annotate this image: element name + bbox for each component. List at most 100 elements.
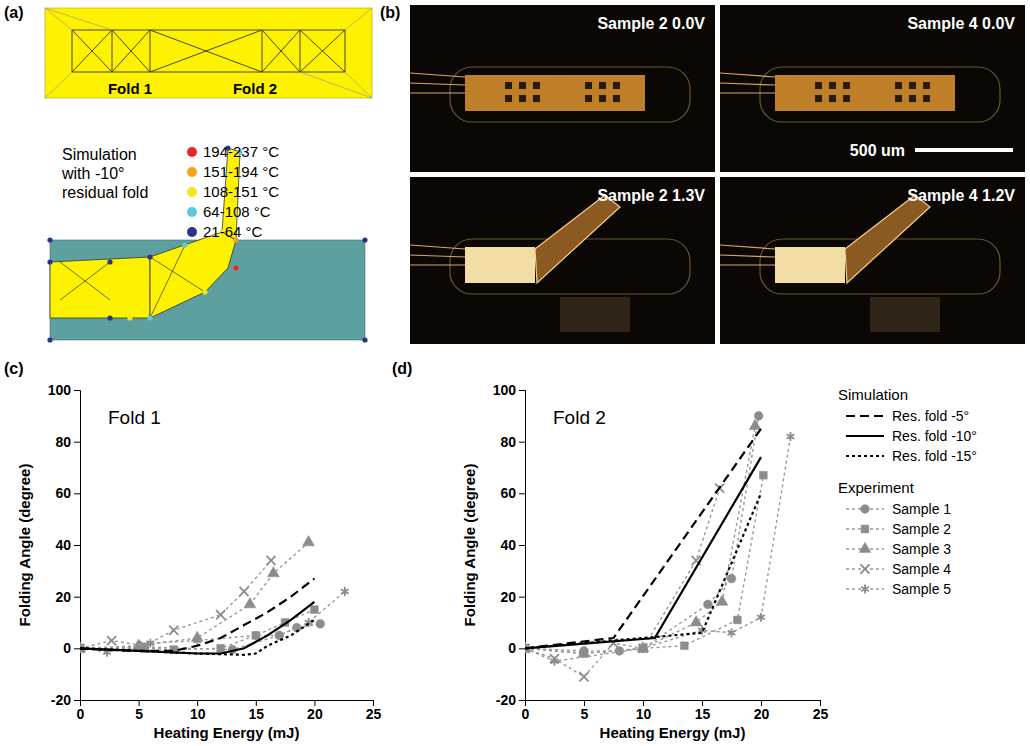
pad <box>613 95 620 102</box>
lead-wire <box>720 264 775 265</box>
x-tick: 5 <box>135 700 143 722</box>
temp-legend-dot <box>187 147 197 157</box>
temp-legend-dot <box>187 227 197 237</box>
x-tick-label: 10 <box>636 706 652 722</box>
data-point <box>749 419 761 429</box>
legend-swatch <box>846 415 884 417</box>
legend-swatch <box>846 455 884 457</box>
y-tick-mark <box>74 700 80 701</box>
pad <box>815 95 822 102</box>
lead-wire <box>410 73 465 77</box>
x-tick-label: 5 <box>581 706 589 722</box>
y-axis-title: Folding Angle (degree) <box>461 464 478 627</box>
y-tick-label: -20 <box>51 692 71 708</box>
data-point <box>551 657 559 666</box>
truss-line <box>150 30 151 72</box>
x-tick: 25 <box>813 700 829 722</box>
support-line <box>45 72 72 98</box>
y-tick: 20 <box>55 589 80 605</box>
legend-marker <box>861 525 869 533</box>
legend-swatch <box>846 435 884 437</box>
truss-line <box>150 245 185 318</box>
pad <box>585 95 592 102</box>
lead-wire <box>410 264 465 265</box>
legend-marker <box>861 585 869 594</box>
y-tick: -20 <box>496 692 525 708</box>
data-point <box>146 639 154 648</box>
x-tick-label: 25 <box>366 706 382 722</box>
lead-wire <box>410 245 465 249</box>
photo: Sample 4 1.2V <box>720 177 1025 344</box>
y-tick-label: 40 <box>55 537 71 553</box>
y-tick-label: 0 <box>508 640 516 656</box>
y-tick: 20 <box>500 589 525 605</box>
data-point <box>638 644 647 653</box>
x-tick-label: 20 <box>307 706 323 722</box>
experiment-line <box>525 437 791 662</box>
data-point <box>216 610 225 619</box>
y-tick: 0 <box>508 640 525 656</box>
sim-node <box>107 315 112 320</box>
data-point <box>578 647 590 657</box>
legend-label: Res. fold -5° <box>892 408 969 424</box>
figure: (a)(b)(c)(d)Fold 1Fold 2Simulationwith -… <box>0 0 1030 746</box>
photo-background <box>720 177 1025 344</box>
data-point <box>267 567 279 577</box>
data-point <box>240 587 249 596</box>
data-point <box>217 644 225 652</box>
photo-label: Sample 4 1.2V <box>907 187 1015 204</box>
experiment-line <box>525 475 763 653</box>
y-axis-line <box>74 391 81 701</box>
y-tick-mark <box>74 442 80 443</box>
legend-marker <box>860 564 869 573</box>
legend-group-title: Simulation <box>838 386 908 403</box>
sim-node <box>47 337 52 342</box>
y-axis: -20020406080100 <box>493 382 526 708</box>
photo: Sample 2 1.3V <box>410 177 715 344</box>
pad <box>599 95 606 102</box>
pad <box>613 82 620 89</box>
y-tick-mark <box>74 545 80 546</box>
legend-label: Sample 2 <box>892 521 951 537</box>
temp-legend-label: 151-194 °C <box>203 163 279 180</box>
film-sheet <box>45 8 372 98</box>
truss-line <box>150 30 262 72</box>
y-tick: 80 <box>500 434 525 450</box>
y-tick-label: 80 <box>500 434 516 450</box>
data-point <box>680 642 688 650</box>
data-point <box>757 613 765 622</box>
legend-label: Res. fold -10° <box>892 428 977 444</box>
y-tick-label: 60 <box>55 485 71 501</box>
data-point <box>727 574 736 583</box>
sim-node <box>362 237 367 242</box>
data-point <box>787 432 795 441</box>
legend-label: Sample 1 <box>892 501 951 517</box>
x-tick-label: 0 <box>77 706 85 722</box>
y-tick: 40 <box>55 537 80 553</box>
simulation-line <box>80 620 314 655</box>
x-tick-label: 15 <box>249 706 265 722</box>
legend-label: Sample 5 <box>892 581 951 597</box>
y-tick: 40 <box>500 537 525 553</box>
truss-line <box>300 30 345 72</box>
photo-label: Sample 2 1.3V <box>597 187 705 204</box>
y-tick-mark <box>519 390 525 391</box>
device-outline <box>760 67 1000 122</box>
y-tick: 60 <box>500 485 525 501</box>
y-tick-label: 60 <box>500 485 516 501</box>
y-tick-label: 80 <box>55 434 71 450</box>
data-point <box>303 536 315 546</box>
x-tick-label: 15 <box>695 706 711 722</box>
experiment-line <box>525 416 759 651</box>
y-tick-mark <box>74 648 80 649</box>
experiment-line <box>525 426 755 653</box>
sim-node <box>107 259 112 264</box>
photo-background <box>410 177 715 344</box>
pad <box>829 82 836 89</box>
y-tick-mark <box>74 597 80 598</box>
x-tick-label: 10 <box>190 706 206 722</box>
x-axis-title: Heating Energy (mJ) <box>600 724 746 741</box>
pad <box>599 82 606 89</box>
truss-line <box>262 30 300 72</box>
pad <box>585 82 592 89</box>
